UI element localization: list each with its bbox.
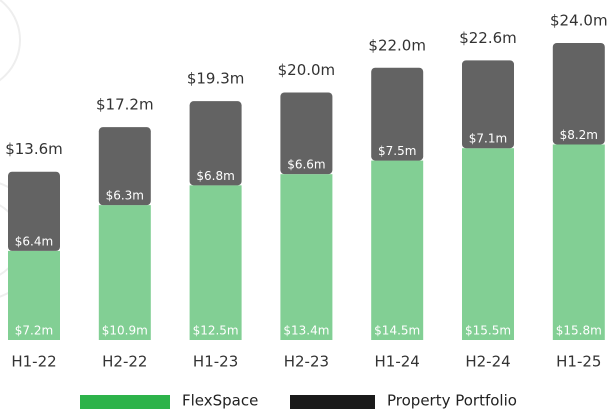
value-label: $6.4m	[15, 234, 53, 248]
bar-segment	[98, 127, 151, 206]
value-label: $8.2m	[560, 128, 598, 142]
bar-segment	[8, 171, 60, 251]
total-label: $13.6m	[5, 140, 63, 158]
total-label: $22.0m	[368, 36, 426, 54]
value-label: $6.6m	[287, 158, 325, 172]
total-label: $20.0m	[278, 61, 336, 79]
bar-segment	[98, 205, 151, 340]
bar-segment	[280, 92, 333, 175]
x-tick-label: H2-24	[465, 353, 510, 371]
bar-segment	[552, 43, 605, 145]
bar-segment	[552, 144, 605, 340]
legend-label: FlexSpace	[182, 392, 258, 410]
legend-swatch	[290, 395, 375, 409]
value-label: $7.5m	[378, 144, 416, 158]
total-label: $24.0m	[550, 12, 608, 30]
bar-segment	[462, 148, 514, 340]
x-tick-label: H1-22	[11, 353, 56, 371]
legend-label: Property Portfolio	[387, 392, 517, 410]
bar-segment	[462, 60, 514, 149]
x-tick-label: H2-23	[284, 353, 329, 371]
bar-segment	[280, 174, 333, 340]
x-tick-label: H1-25	[556, 353, 601, 371]
value-label: $15.5m	[465, 324, 511, 338]
value-label: $13.4m	[283, 324, 329, 338]
legend-swatch	[80, 395, 170, 409]
total-label: $22.6m	[459, 29, 517, 47]
value-label: $6.3m	[106, 189, 144, 203]
value-label: $15.8m	[556, 324, 602, 338]
bar-segment	[189, 185, 242, 340]
value-label: $12.5m	[193, 324, 239, 338]
value-label: $7.1m	[469, 132, 507, 146]
bar-segment	[8, 250, 60, 340]
bar-segment	[371, 160, 424, 340]
bar-segment	[371, 67, 424, 161]
value-label: $7.2m	[15, 324, 53, 338]
bar-segment	[189, 101, 242, 186]
x-tick-label: H1-23	[193, 353, 238, 371]
value-label: $10.9m	[102, 324, 148, 338]
x-tick-label: H1-24	[375, 353, 420, 371]
total-label: $17.2m	[96, 96, 154, 114]
value-label: $6.8m	[196, 169, 234, 183]
value-label: $14.5m	[374, 324, 420, 338]
x-tick-label: H2-22	[102, 353, 147, 371]
total-label: $19.3m	[187, 70, 245, 88]
